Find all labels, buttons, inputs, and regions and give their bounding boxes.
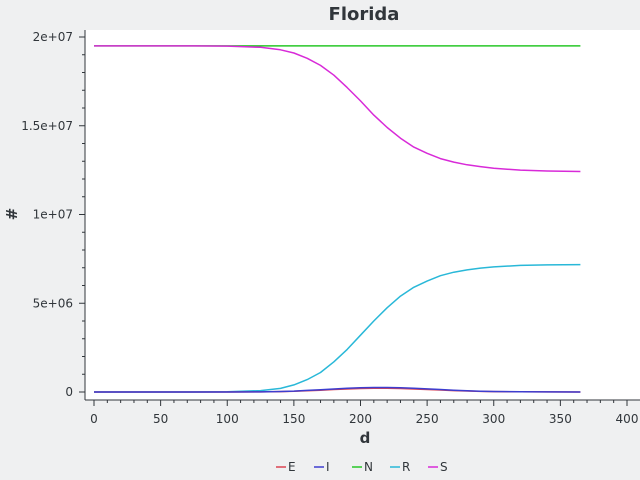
x-tick-label: 250 xyxy=(416,412,439,426)
x-tick-label: 400 xyxy=(616,412,639,426)
plot-area xyxy=(85,30,640,400)
x-tick-label: 100 xyxy=(216,412,239,426)
axes: 0 50 100 150 200 250 300 350 400 0 5e+06 1e+07 1.5e+… xyxy=(21,30,640,426)
x-tick-label: 300 xyxy=(482,412,505,426)
legend-label-I: I xyxy=(326,460,330,474)
chart-title: Florida xyxy=(329,4,400,25)
legend-label-E: E xyxy=(288,460,296,474)
y-tick-label: 1.5e+07 xyxy=(21,119,73,133)
y-tick-label: 2e+07 xyxy=(33,30,73,44)
x-tick-label: 200 xyxy=(349,412,372,426)
legend-label-S: S xyxy=(440,460,448,474)
y-tick-label: 1e+07 xyxy=(33,208,73,222)
y-tick-label: 5e+06 xyxy=(33,296,73,310)
x-tick-label: 350 xyxy=(549,412,572,426)
x-tick-label: 50 xyxy=(153,412,168,426)
legend-label-N: N xyxy=(364,460,373,474)
y-axis-title: # xyxy=(3,208,21,221)
y-tick-label: 0 xyxy=(65,385,73,399)
series-group xyxy=(94,45,581,393)
series-line-I xyxy=(94,386,581,393)
x-tick-label: 150 xyxy=(282,412,305,426)
legend-label-R: R xyxy=(402,460,410,474)
x-tick-label: 0 xyxy=(90,412,98,426)
x-axis-title: d xyxy=(360,429,371,447)
series-line-S xyxy=(94,45,581,173)
